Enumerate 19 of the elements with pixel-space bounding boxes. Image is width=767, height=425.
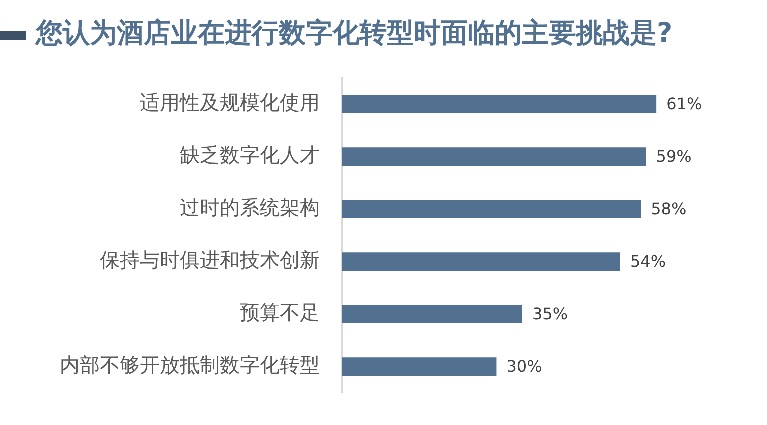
y-tick-label: 保持与时俱进和技术创新 [100,248,320,272]
data-label: 59% [656,146,692,166]
y-tick-label: 过时的系统架构 [180,195,320,220]
data-label: 61% [666,94,702,114]
y-tick-label: 适用性及规模化使用 [140,90,320,114]
data-label: 35% [532,304,568,324]
y-tick-label: 缺乏数字化人才 [180,142,320,167]
bar [342,148,646,166]
bar [342,305,522,324]
bar [342,358,497,376]
data-label: 30% [506,356,542,376]
data-label: 54% [630,252,666,271]
bar [342,252,620,271]
chart-title: 您认为酒店业在进行数字化转型时面临的主要挑战是? [36,18,673,50]
y-tick-label: 预算不足 [240,300,320,324]
bar [342,200,642,218]
y-tick-label: 内部不够开放抵制数字化转型 [60,352,320,377]
bar [342,95,657,114]
data-label: 58% [651,199,687,218]
